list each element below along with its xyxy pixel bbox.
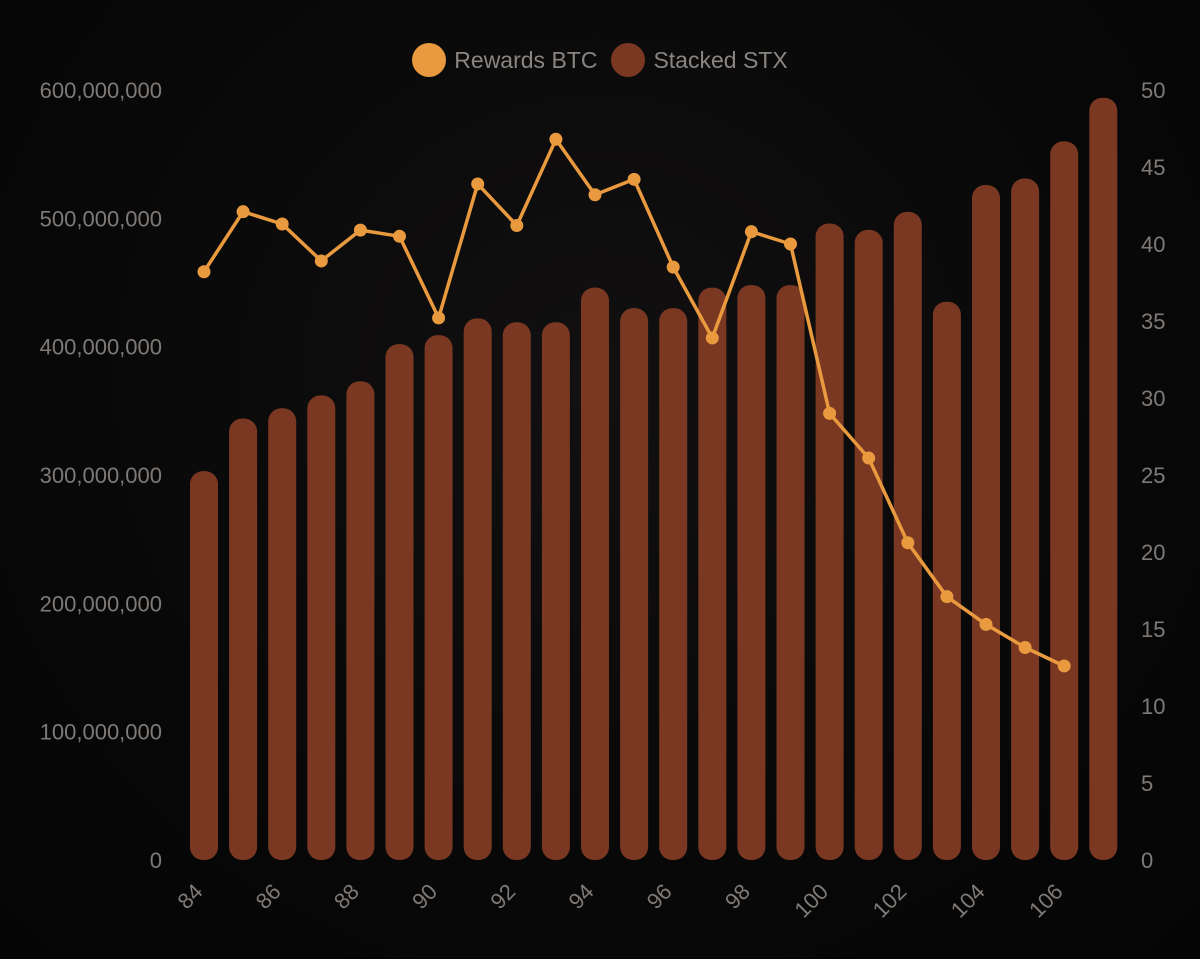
bar-stacked-stx[interactable] xyxy=(659,308,688,861)
legend-item-stacked-stx[interactable]: Stacked STX xyxy=(611,43,788,77)
point-rewards-btc[interactable] xyxy=(432,311,446,325)
x-tick-label: 86 xyxy=(251,879,286,914)
point-rewards-btc[interactable] xyxy=(353,223,367,237)
y-right-tick-label: 50 xyxy=(1141,78,1165,103)
bar-stacked-stx[interactable] xyxy=(346,381,375,860)
y-left-tick-label: 200,000,000 xyxy=(40,591,162,616)
point-rewards-btc[interactable] xyxy=(627,172,641,186)
bar-stacked-stx[interactable] xyxy=(307,395,336,860)
bar-stacked-stx[interactable] xyxy=(776,285,805,861)
point-rewards-btc[interactable] xyxy=(393,229,406,243)
y-right-tick-label: 30 xyxy=(1141,386,1165,411)
point-rewards-btc[interactable] xyxy=(197,265,211,279)
x-tick-label: 102 xyxy=(868,879,912,923)
y-right-tick-label: 25 xyxy=(1141,463,1165,488)
y-left-tick-label: 600,000,000 xyxy=(40,78,162,103)
point-rewards-btc[interactable] xyxy=(705,331,719,345)
legend-label-stacked-stx: Stacked STX xyxy=(653,46,788,73)
bar-stacked-stx[interactable] xyxy=(1050,141,1079,861)
x-tick-label: 88 xyxy=(329,879,364,914)
bar-stacked-stx[interactable] xyxy=(893,211,922,860)
bar-stacked-stx[interactable] xyxy=(932,301,961,860)
point-rewards-btc[interactable] xyxy=(549,132,563,146)
x-tick-label: 100 xyxy=(789,879,833,923)
legend: Rewards BTC Stacked STX xyxy=(0,40,1200,80)
point-rewards-btc[interactable] xyxy=(784,237,797,251)
bar-stacked-stx[interactable] xyxy=(1089,97,1118,860)
point-rewards-btc[interactable] xyxy=(666,260,680,274)
bar-stacked-stx[interactable] xyxy=(424,335,453,860)
bar-stacked-stx[interactable] xyxy=(385,344,414,861)
y-left-tick-label: 300,000,000 xyxy=(40,463,162,488)
bar-stacked-stx[interactable] xyxy=(854,229,883,861)
y-right-tick-label: 45 xyxy=(1141,155,1165,180)
point-rewards-btc[interactable] xyxy=(901,536,915,550)
point-rewards-btc[interactable] xyxy=(940,590,954,604)
legend-item-rewards-btc[interactable]: Rewards BTC xyxy=(412,43,597,77)
bar-stacked-stx[interactable] xyxy=(620,308,649,861)
point-rewards-btc[interactable] xyxy=(979,617,993,631)
legend-swatch-stacked-stx xyxy=(611,43,646,77)
point-rewards-btc[interactable] xyxy=(471,177,485,191)
point-rewards-btc[interactable] xyxy=(275,217,289,231)
point-rewards-btc[interactable] xyxy=(862,451,876,465)
bar-stacked-stx[interactable] xyxy=(502,322,531,860)
y-right-tick-label: 15 xyxy=(1141,617,1165,642)
bar-stacked-stx[interactable] xyxy=(1011,178,1040,861)
legend-swatch-rewards-btc xyxy=(412,43,447,77)
y-right-tick-label: 20 xyxy=(1141,540,1165,565)
y-right-tick-label: 10 xyxy=(1141,694,1165,719)
point-rewards-btc[interactable] xyxy=(1018,640,1032,654)
x-tick-label: 104 xyxy=(946,879,990,923)
y-left-tick-label: 500,000,000 xyxy=(40,206,162,231)
legend-label-rewards-btc: Rewards BTC xyxy=(454,46,598,73)
x-tick-label: 84 xyxy=(173,879,208,914)
y-right-tick-label: 35 xyxy=(1141,309,1165,334)
bar-stacked-stx[interactable] xyxy=(972,184,1000,860)
bar-stacked-stx[interactable] xyxy=(581,287,609,861)
x-tick-label: 94 xyxy=(564,879,599,914)
y-right-tick-label: 0 xyxy=(1141,848,1153,873)
point-rewards-btc[interactable] xyxy=(1057,659,1071,673)
bar-stacked-stx[interactable] xyxy=(737,285,766,861)
x-tick-label: 96 xyxy=(642,879,677,914)
point-rewards-btc[interactable] xyxy=(744,225,758,239)
y-left-tick-label: 100,000,000 xyxy=(40,720,162,745)
y-right-tick-label: 40 xyxy=(1141,232,1165,257)
point-rewards-btc[interactable] xyxy=(314,254,328,268)
y-left-tick-label: 0 xyxy=(150,848,162,873)
y-left-tick-label: 400,000,000 xyxy=(40,335,162,360)
bar-stacked-stx[interactable] xyxy=(463,318,492,860)
point-rewards-btc[interactable] xyxy=(588,188,602,202)
bar-stacked-stx[interactable] xyxy=(815,223,844,860)
bar-stacked-stx[interactable] xyxy=(541,322,570,860)
x-tick-label: 106 xyxy=(1024,879,1068,923)
point-rewards-btc[interactable] xyxy=(510,219,524,233)
bar-stacked-stx[interactable] xyxy=(698,287,727,861)
bar-stacked-stx[interactable] xyxy=(229,418,258,860)
x-tick-label: 90 xyxy=(407,879,442,914)
bar-stacked-stx[interactable] xyxy=(190,471,218,860)
x-tick-label: 92 xyxy=(485,879,520,914)
x-tick-label: 98 xyxy=(720,879,755,914)
bar-stacked-stx[interactable] xyxy=(268,408,297,860)
y-right-tick-label: 5 xyxy=(1141,771,1153,796)
point-rewards-btc[interactable] xyxy=(823,406,837,420)
point-rewards-btc[interactable] xyxy=(236,205,250,219)
